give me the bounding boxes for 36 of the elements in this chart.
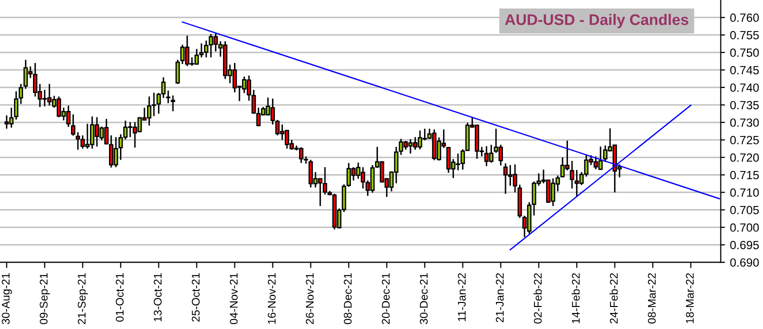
y-tick-label: 0.725	[730, 136, 759, 144]
y-tick-label: 0.740	[730, 83, 759, 92]
y-tick-label: 0.730	[730, 118, 759, 127]
y-tick-label: 0.735	[730, 100, 759, 110]
x-tick-label: 04-Nov-21	[230, 273, 238, 324]
x-tick-label: 20-Dec-21	[382, 273, 390, 324]
y-tick-label: 0.715	[730, 170, 759, 180]
y-tick-label: 0.710	[730, 188, 759, 197]
y-tick-label: 0.760	[730, 14, 759, 22]
y-tick-label: 0.745	[730, 66, 759, 74]
x-tick-label: 01-Oct-21	[116, 273, 124, 322]
x-tick-label: 30-Aug-21	[2, 273, 12, 324]
x-tick-label: 16-Nov-21	[268, 273, 276, 324]
text: AUD-USD - Daily Candles	[505, 14, 688, 28]
x-tick-label: 02-Feb-22	[534, 273, 542, 324]
x-tick-label: 08-Dec-21	[344, 273, 352, 324]
y-tick-label: 0.720	[730, 153, 759, 162]
y-tick-label: 0.750	[730, 48, 759, 57]
y-tick-label: 0.705	[730, 206, 759, 214]
x-tick-label: 26-Nov-21	[306, 273, 314, 324]
x-tick-label: 24-Feb-22	[610, 273, 618, 324]
x-tick-label: 11-Jan-22	[458, 273, 466, 322]
x-tick-label: 14-Feb-22	[572, 273, 580, 324]
x-tick-label: 08-Mar-22	[648, 273, 656, 324]
x-tick-label: 13-Oct-21	[154, 273, 162, 322]
y-tick-label: 0.690	[730, 258, 759, 267]
x-tick-label: 21-Sep-21	[78, 273, 88, 324]
y-tick-label: 0.695	[730, 240, 759, 250]
x-tick-label: 21-Jan-22	[496, 273, 504, 322]
x-tick-label: 09-Sep-21	[40, 273, 50, 324]
x-tick-label: 30-Dec-21	[420, 273, 428, 324]
y-tick-label: 0.700	[730, 223, 759, 232]
x-tick-label: 18-Mar-22	[686, 273, 694, 324]
y-tick-label: 0.755	[730, 31, 759, 40]
candlestick	[570, 160, 574, 190]
x-tick-label: 25-Oct-21	[192, 273, 200, 322]
